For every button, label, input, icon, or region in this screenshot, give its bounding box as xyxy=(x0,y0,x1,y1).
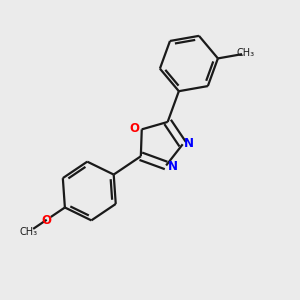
Text: CH₃: CH₃ xyxy=(19,227,37,237)
Text: N: N xyxy=(184,137,194,150)
Text: N: N xyxy=(168,160,178,173)
Text: O: O xyxy=(130,122,140,135)
Text: CH₃: CH₃ xyxy=(237,49,255,58)
Text: O: O xyxy=(41,214,51,227)
